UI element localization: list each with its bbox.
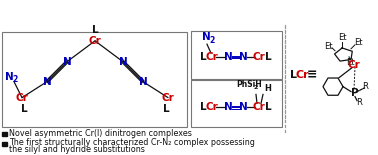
Text: 2: 2 xyxy=(209,36,215,45)
Text: Cr: Cr xyxy=(348,60,360,70)
Text: Cr: Cr xyxy=(253,102,265,112)
Text: Et: Et xyxy=(338,33,346,42)
Text: Et: Et xyxy=(346,58,354,67)
Text: 2: 2 xyxy=(12,75,18,84)
Text: N: N xyxy=(224,52,232,62)
Text: L: L xyxy=(200,102,206,112)
Text: N: N xyxy=(119,57,127,67)
Text: Cr: Cr xyxy=(88,36,101,46)
Text: Cr: Cr xyxy=(296,70,310,80)
Text: Et: Et xyxy=(354,38,362,47)
Text: PhSiH: PhSiH xyxy=(236,80,262,89)
Bar xyxy=(2,142,6,146)
Text: L: L xyxy=(200,52,206,62)
Bar xyxy=(2,132,6,136)
Text: Cr: Cr xyxy=(253,52,265,62)
Bar xyxy=(191,80,282,127)
Text: N: N xyxy=(63,57,71,67)
Text: L: L xyxy=(290,70,297,80)
Text: H: H xyxy=(265,84,271,93)
Text: Et: Et xyxy=(324,42,332,51)
Text: R: R xyxy=(362,82,368,91)
Text: N: N xyxy=(201,32,211,42)
Bar xyxy=(191,31,282,79)
Text: 2: 2 xyxy=(253,85,258,90)
Text: Cr: Cr xyxy=(206,52,218,62)
Text: Cr: Cr xyxy=(15,93,28,103)
Text: the silyl and hydride substitutions: the silyl and hydride substitutions xyxy=(9,145,145,154)
Text: The first structurally characterized Cr-N₂ complex possessing: The first structurally characterized Cr-… xyxy=(9,138,255,147)
Text: ≡: ≡ xyxy=(307,68,318,81)
Text: L: L xyxy=(265,52,271,62)
Text: P: P xyxy=(351,88,359,98)
Text: L: L xyxy=(265,102,271,112)
Text: R: R xyxy=(356,98,362,107)
Text: Cr: Cr xyxy=(162,93,174,103)
Bar xyxy=(2,32,187,127)
Text: L: L xyxy=(163,104,169,114)
Text: L: L xyxy=(21,104,27,114)
Text: N: N xyxy=(239,102,247,112)
Text: N: N xyxy=(139,77,147,87)
Text: N: N xyxy=(43,77,51,87)
Text: L: L xyxy=(92,25,98,35)
Text: N: N xyxy=(239,52,247,62)
Text: N: N xyxy=(224,102,232,112)
Text: N: N xyxy=(5,72,13,82)
Text: Novel asymmetric Cr(I) dinitrogen complexes: Novel asymmetric Cr(I) dinitrogen comple… xyxy=(9,129,192,138)
Text: Cr: Cr xyxy=(206,102,218,112)
